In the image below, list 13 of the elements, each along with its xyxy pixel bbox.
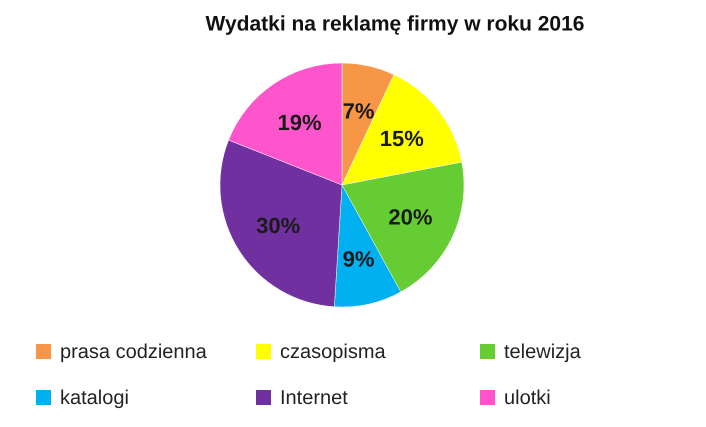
legend-label: ulotki: [504, 387, 551, 409]
legend-label: katalogi: [60, 387, 129, 409]
legend-label: czasopisma: [280, 341, 386, 363]
chart-title: Wydatki na reklamę firmy w roku 2016: [206, 12, 584, 36]
legend-label: prasa codzienna: [60, 341, 208, 363]
data-label: 30%: [256, 213, 300, 238]
data-label: 19%: [277, 110, 322, 135]
data-label: 9%: [342, 246, 374, 272]
legend-label: Internet: [280, 387, 348, 409]
legend-label: telewizja: [504, 341, 582, 363]
data-label: 20%: [388, 204, 432, 230]
data-label: 7%: [342, 98, 374, 124]
data-label: 15%: [380, 126, 424, 152]
